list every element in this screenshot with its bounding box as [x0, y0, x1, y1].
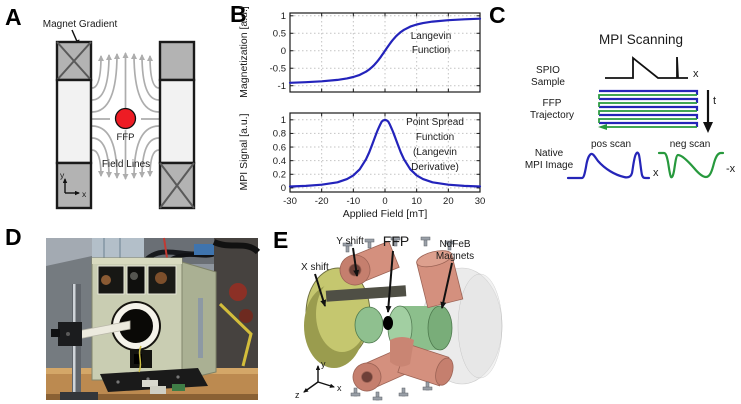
mpi-scanning-title: MPI Scanning: [599, 32, 683, 47]
svg-text:Magnetization [a.u.]: Magnetization [a.u.]: [238, 6, 250, 98]
ffp-trajectory-label: FFP: [543, 98, 562, 109]
axis-z-label: z: [295, 390, 300, 400]
spio-sample-label: Sample: [531, 77, 565, 88]
ffp-label: FFP: [383, 233, 409, 249]
svg-text:Point Spread: Point Spread: [406, 117, 464, 128]
y-shift-label: Y shift: [336, 236, 364, 247]
svg-text:10: 10: [411, 196, 422, 207]
field-lines: [91, 52, 160, 180]
mounting-screws: [342, 236, 455, 401]
svg-text:0.2: 0.2: [273, 170, 286, 181]
svg-text:30: 30: [475, 196, 486, 207]
y-shift-coils: [339, 240, 464, 392]
svg-text:(Langevin: (Langevin: [413, 147, 457, 158]
psf-chart: 0 0.2 0.4 0.6 0.8 1 -30 -20 -10 0 10 20 30 Applied Fi…: [238, 112, 486, 220]
pos-scan-label: pos scan: [591, 139, 631, 150]
ffp-point: [383, 316, 393, 330]
ffp-label: FFP: [117, 132, 135, 143]
panel-b-letter: B: [230, 1, 247, 27]
sample-stand: [51, 284, 98, 400]
svg-text:0: 0: [281, 46, 286, 57]
scanner-photograph: [46, 237, 261, 400]
neg-scan-curve: [657, 151, 725, 179]
label-arrows: [314, 247, 453, 313]
pos-x-axis-label: x: [653, 167, 659, 179]
ffp-trajectory-negative: [598, 94, 697, 128]
neg-x-axis-label: -x: [726, 163, 736, 175]
axis-y-label: y: [321, 359, 326, 369]
time-label: t: [713, 95, 716, 107]
svg-text:Function: Function: [416, 132, 454, 143]
trajectory-arrowhead: [598, 124, 607, 130]
native-mpi-image-label: MPI Image: [525, 160, 574, 171]
panel-c-scanning-schematic: MPI Scanning SPIO Sample FFP Trajectory …: [525, 32, 736, 180]
ffp-dot: [114, 107, 137, 130]
svg-text:0.4: 0.4: [273, 156, 286, 167]
svg-text:-20: -20: [315, 196, 329, 207]
magnetization-chart: -1 -0.5 0 0.5 1 Magnetization [a.u.] Langevin F…: [238, 6, 482, 98]
native-mpi-image-label: Native: [535, 148, 564, 159]
svg-text:1: 1: [281, 115, 286, 126]
svg-text:Derivative): Derivative): [411, 162, 459, 173]
ndfeb-label: Magnets: [436, 251, 474, 262]
x-shift-coil: [304, 267, 407, 368]
right-magnet-column: [158, 40, 196, 210]
pos-scan-curve: [566, 151, 651, 180]
svg-text:MPI Signal [a.u.]: MPI Signal [a.u.]: [238, 113, 250, 190]
svg-text:0.6: 0.6: [273, 142, 286, 153]
panel-e-letter: E: [273, 227, 289, 253]
coordinate-axes: [62, 178, 80, 196]
axis-x-label: x: [337, 383, 342, 393]
svg-text:-10: -10: [346, 196, 360, 207]
axis-x-label: x: [82, 189, 87, 199]
svg-text:0.5: 0.5: [273, 29, 286, 40]
sample-x-axis-label: x: [693, 68, 699, 80]
svg-text:Function: Function: [412, 45, 450, 56]
svg-text:Langevin: Langevin: [411, 31, 452, 42]
ndfeb-label: NdFeB: [439, 239, 470, 250]
spio-sample-label: SPIO: [536, 65, 560, 76]
axis-y-label: y: [60, 170, 65, 180]
svg-text:0: 0: [281, 183, 286, 194]
magnet-assembly-render: X shift Y shift FFP NdFeB Magnets y x z: [295, 233, 503, 401]
panel-a-letter: A: [5, 4, 22, 30]
svg-text:-0.5: -0.5: [270, 64, 286, 75]
svg-text:-1: -1: [278, 81, 286, 92]
time-arrowhead: [703, 122, 713, 133]
svg-text:Applied Field [mT]: Applied Field [mT]: [343, 208, 428, 220]
svg-text:0.8: 0.8: [273, 129, 286, 140]
neg-scan-label: neg scan: [670, 139, 711, 150]
scanner-bore: [111, 301, 161, 351]
svg-text:1: 1: [281, 11, 286, 22]
field-lines-label: Field Lines: [102, 159, 150, 170]
x-shift-label: X shift: [301, 262, 329, 273]
coordinate-axes: [303, 365, 335, 393]
svg-text:-30: -30: [283, 196, 297, 207]
ffp-trajectory-positive: [599, 89, 699, 127]
left-magnet-column: [55, 40, 93, 210]
panel-c-letter: C: [489, 2, 506, 28]
svg-text:20: 20: [443, 196, 454, 207]
ffp-trajectory-label: Trajectory: [530, 110, 574, 121]
spio-sample-profile: [605, 56, 688, 79]
panel-a-gradient-diagram: Magnet Gradient: [43, 19, 196, 210]
panel-d-letter: D: [5, 224, 22, 250]
svg-text:0: 0: [382, 196, 387, 207]
magnet-gradient-label: Magnet Gradient: [43, 19, 118, 30]
